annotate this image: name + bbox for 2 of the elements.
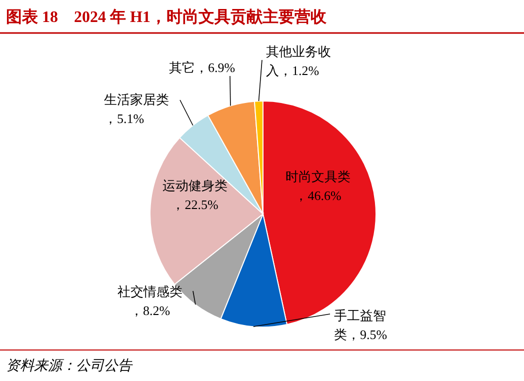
title: 图表 18 2024 年 H1，时尚文具贡献主要营收 (6, 9, 326, 26)
annotation: 资料来源：公司公告 (6, 359, 132, 374)
